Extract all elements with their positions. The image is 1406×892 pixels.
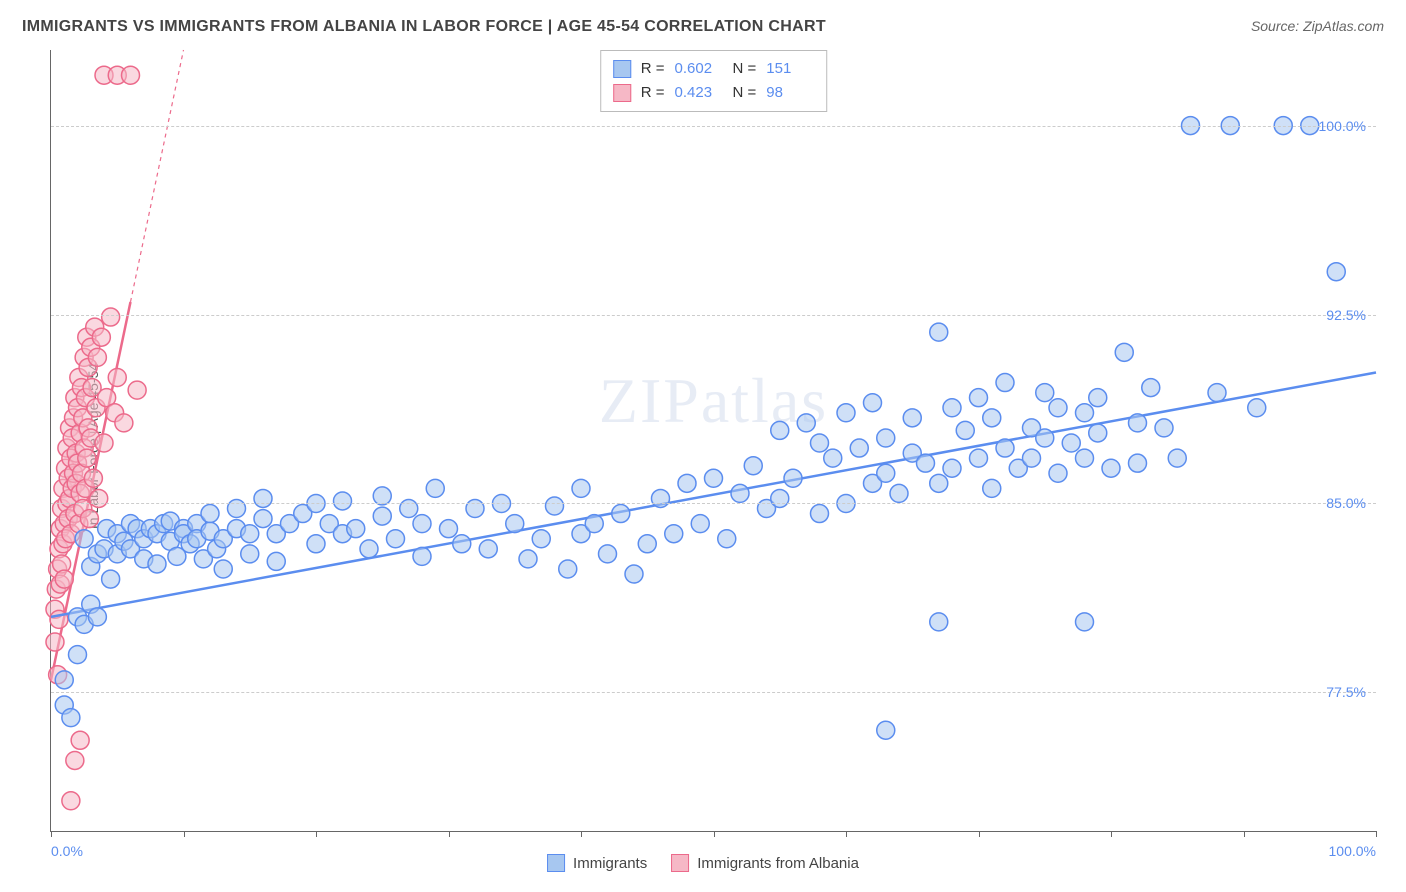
y-tick-label: 92.5% — [1326, 307, 1366, 323]
stat-n-value-1: 98 — [766, 81, 814, 105]
stats-legend-box: R = 0.602 N = 151 R = 0.423 N = 98 — [600, 50, 828, 112]
stats-row-immigrants: R = 0.602 N = 151 — [613, 57, 815, 81]
stat-r-label-1: R = — [641, 81, 665, 105]
legend-label-albania: Immigrants from Albania — [697, 855, 859, 872]
stat-r-value-0: 0.602 — [675, 57, 723, 81]
y-tick-label: 100.0% — [1319, 118, 1366, 134]
x-axis-min-label: 0.0% — [51, 843, 83, 859]
legend-item-albania: Immigrants from Albania — [671, 854, 859, 872]
chart-plot-area: ZIPatlas R = 0.602 N = 151 R = 0.423 N =… — [50, 50, 1376, 832]
y-tick-label: 85.0% — [1326, 495, 1366, 511]
stat-r-value-1: 0.423 — [675, 81, 723, 105]
stat-n-label-1: N = — [733, 81, 757, 105]
stat-n-label-0: N = — [733, 57, 757, 81]
bottom-legend: Immigrants Immigrants from Albania — [547, 854, 859, 872]
legend-swatch-albania — [671, 854, 689, 872]
y-tick-label: 77.5% — [1326, 684, 1366, 700]
stats-row-albania: R = 0.423 N = 98 — [613, 81, 815, 105]
x-axis-max-label: 100.0% — [1329, 843, 1376, 859]
legend-item-immigrants: Immigrants — [547, 854, 647, 872]
chart-title: IMMIGRANTS VS IMMIGRANTS FROM ALBANIA IN… — [22, 18, 826, 36]
legend-label-immigrants: Immigrants — [573, 855, 647, 872]
swatch-albania — [613, 84, 631, 102]
chart-header: IMMIGRANTS VS IMMIGRANTS FROM ALBANIA IN… — [22, 18, 1384, 36]
scatter-plot-svg — [51, 50, 1376, 831]
legend-swatch-immigrants — [547, 854, 565, 872]
swatch-immigrants — [613, 60, 631, 78]
chart-source: Source: ZipAtlas.com — [1251, 18, 1384, 34]
stat-n-value-0: 151 — [766, 57, 814, 81]
stat-r-label-0: R = — [641, 57, 665, 81]
